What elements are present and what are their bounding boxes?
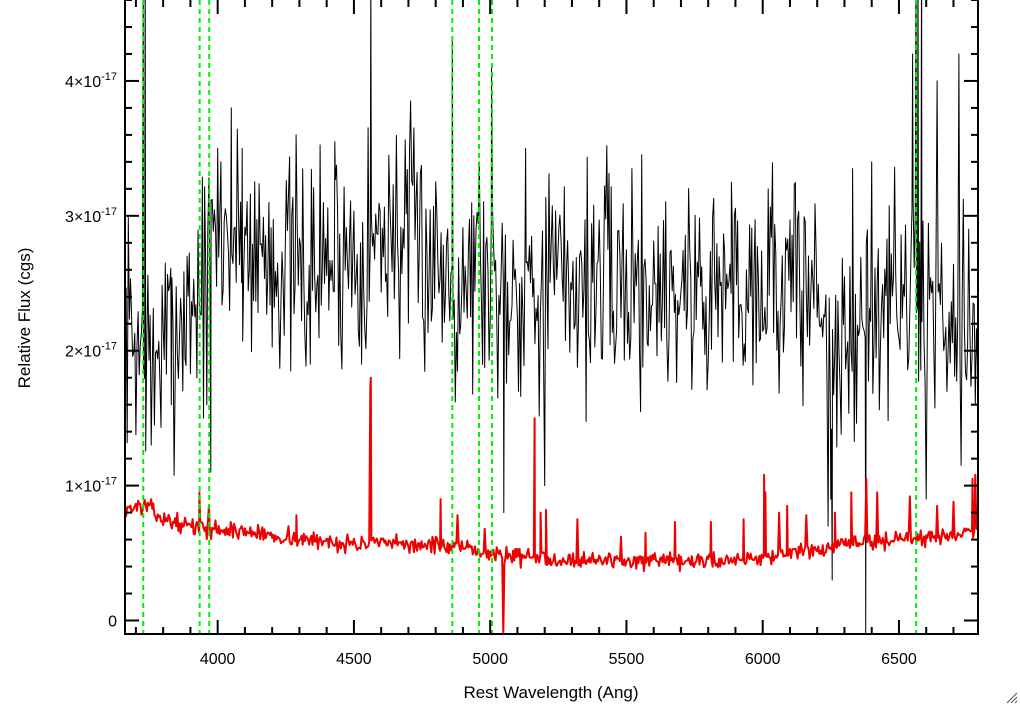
y-axis-label: Relative Flux (cgs) <box>15 248 34 389</box>
y-tick-label: 3×10-17 <box>65 206 117 226</box>
y-tick-label: 4×10-17 <box>65 71 117 91</box>
y-tick-label: 0 <box>108 614 117 631</box>
emission-line-markers <box>142 0 918 634</box>
x-tick-label: 4000 <box>200 651 236 668</box>
spectrum-series-1 <box>125 376 978 634</box>
spectrum-series-0 <box>125 0 978 634</box>
y-tick-label: 2×10-17 <box>65 341 117 361</box>
x-tick-labels: 4000 4500 5000 5500 6000 6500 <box>200 651 917 668</box>
plot-frame <box>124 0 979 635</box>
y-tick-label: 1×10-17 <box>65 476 117 496</box>
plot-axes <box>124 0 979 635</box>
x-tick-label: 6000 <box>745 651 781 668</box>
x-axis-label: Rest Wavelength (Ang) <box>463 683 638 702</box>
x-tick-label: 6500 <box>881 651 917 668</box>
x-tick-label: 5000 <box>472 651 508 668</box>
spectra-group <box>125 0 978 634</box>
y-tick-labels: 0 1×10-17 2×10-17 3×10-17 4×10-17 <box>65 71 117 631</box>
x-tick-label: 4500 <box>336 651 372 668</box>
resize-grip-icon[interactable] <box>1004 690 1018 704</box>
x-tick-label: 5500 <box>609 651 645 668</box>
